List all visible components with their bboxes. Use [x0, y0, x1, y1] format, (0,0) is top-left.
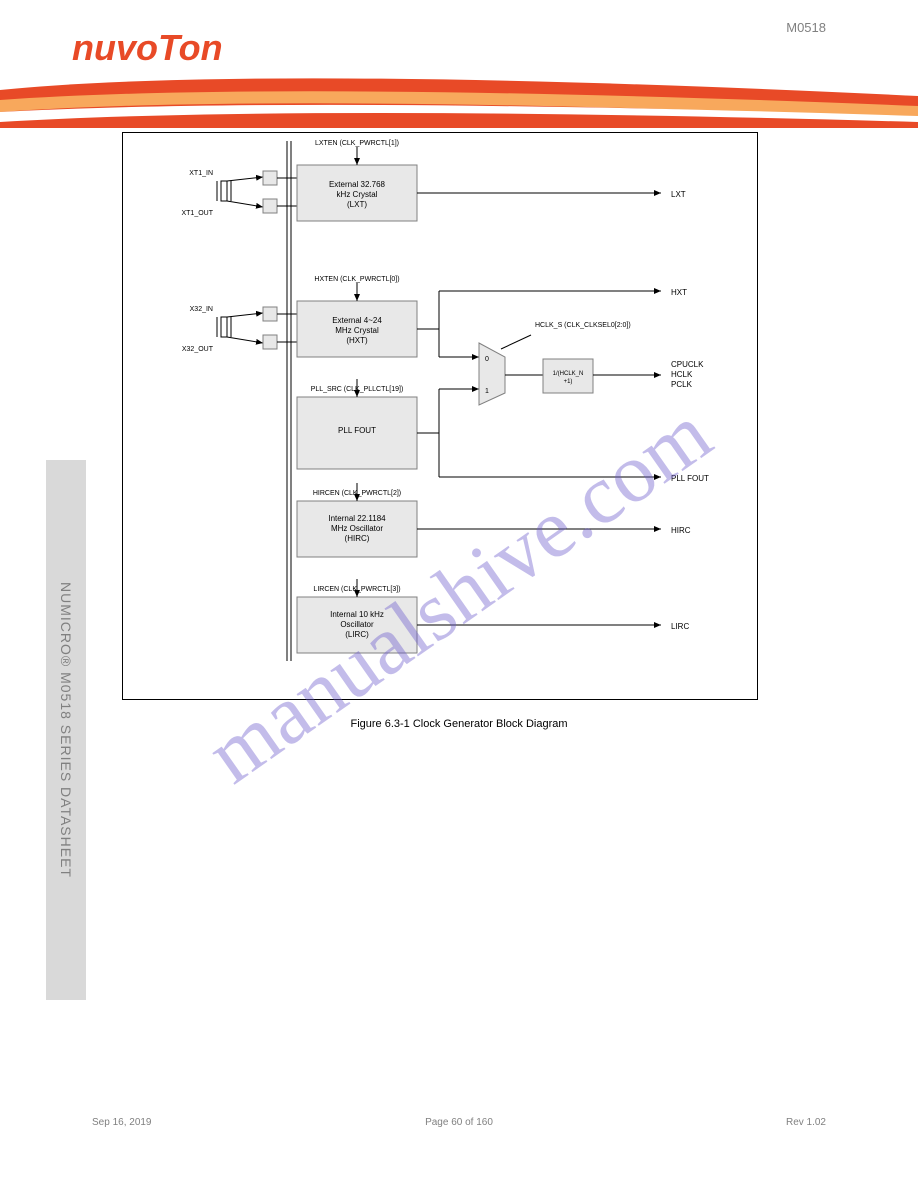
svg-text:0: 0 [485, 356, 489, 363]
label-pllsrc: PLL_SRC (CLK_PLLCTL[19]) [311, 386, 404, 393]
svg-text:1: 1 [485, 388, 489, 395]
label-x32in: X32_IN [190, 306, 213, 313]
svg-text:Internal 10 kHz: Internal 10 kHz [330, 610, 384, 619]
footer-page: Page 60 of 160 [0, 1117, 918, 1128]
block-lxt: External 32.768 kHz Crystal (LXT) [297, 165, 417, 221]
svg-text:+1): +1) [564, 379, 573, 385]
svg-text:(HXT): (HXT) [346, 336, 368, 345]
label-xt1out: XT1_OUT [181, 210, 213, 217]
label-x32out: X32_OUT [182, 346, 214, 353]
footer-revision: Rev 1.02 [786, 1117, 826, 1128]
out-pllfout: PLL FOUT [671, 474, 709, 483]
out-hxt: HXT [671, 288, 687, 297]
label-lircen: LIRCEN (CLK_PWRCTL[3]) [313, 586, 400, 593]
block-lirc: Internal 10 kHz Oscillator (LIRC) [297, 597, 417, 653]
crystal-hxt-icon [217, 317, 231, 337]
out-hclk: HCLK [671, 370, 693, 379]
sidebar-series-label: NUMICRO® M0518 SERIES DATASHEET [46, 460, 86, 1000]
label-hclks: HCLK_S (CLK_CLKSEL0[2:0]) [535, 322, 631, 329]
brand-logo: nuvoTon [72, 27, 223, 68]
svg-text:kHz Crystal: kHz Crystal [337, 190, 378, 199]
svg-text:MHz Crystal: MHz Crystal [335, 326, 379, 335]
out-pclk: PCLK [671, 380, 693, 389]
block-hxt: External 4~24 MHz Crystal (HXT) [297, 301, 417, 357]
svg-text:Oscillator: Oscillator [340, 620, 374, 629]
svg-text:(LIRC): (LIRC) [345, 630, 369, 639]
svg-text:(LXT): (LXT) [347, 200, 367, 209]
out-lxt: LXT [671, 190, 686, 199]
svg-text:MHz Oscillator: MHz Oscillator [331, 524, 383, 533]
out-hirc: HIRC [671, 526, 691, 535]
figure-caption: Figure 6.3-1 Clock Generator Block Diagr… [0, 718, 918, 730]
clock-generator-diagram: External 32.768 kHz Crystal (LXT) Extern… [123, 133, 759, 701]
clock-diagram-frame: External 32.768 kHz Crystal (LXT) Extern… [122, 132, 758, 700]
out-lirc: LIRC [671, 622, 689, 631]
header-banner: nuvoTon [0, 0, 918, 128]
mux-hclk: 0 1 [479, 343, 505, 405]
label-hxten: HXTEN (CLK_PWRCTL[0]) [314, 276, 399, 283]
block-hirc: Internal 22.1184 MHz Oscillator (HIRC) [297, 501, 417, 557]
block-pll: PLL FOUT [297, 397, 417, 469]
out-cpuclk: CPUCLK [671, 360, 704, 369]
label-xt1in: XT1_IN [189, 170, 213, 177]
crystal-lxt-icon [217, 181, 231, 201]
document-title: M0518 [786, 20, 826, 35]
svg-text:1/(HCLK_N: 1/(HCLK_N [553, 371, 584, 377]
svg-text:PLL FOUT: PLL FOUT [338, 426, 376, 435]
label-lxten: LXTEN (CLK_PWRCTL[1]) [315, 140, 399, 147]
svg-text:Internal 22.1184: Internal 22.1184 [328, 514, 386, 523]
svg-text:External 4~24: External 4~24 [332, 316, 382, 325]
svg-text:(HIRC): (HIRC) [345, 534, 370, 543]
svg-text:External 32.768: External 32.768 [329, 180, 386, 189]
label-hircen: HIRCEN (CLK_PWRCTL[2]) [313, 490, 401, 497]
block-divider: 1/(HCLK_N +1) [505, 359, 661, 393]
